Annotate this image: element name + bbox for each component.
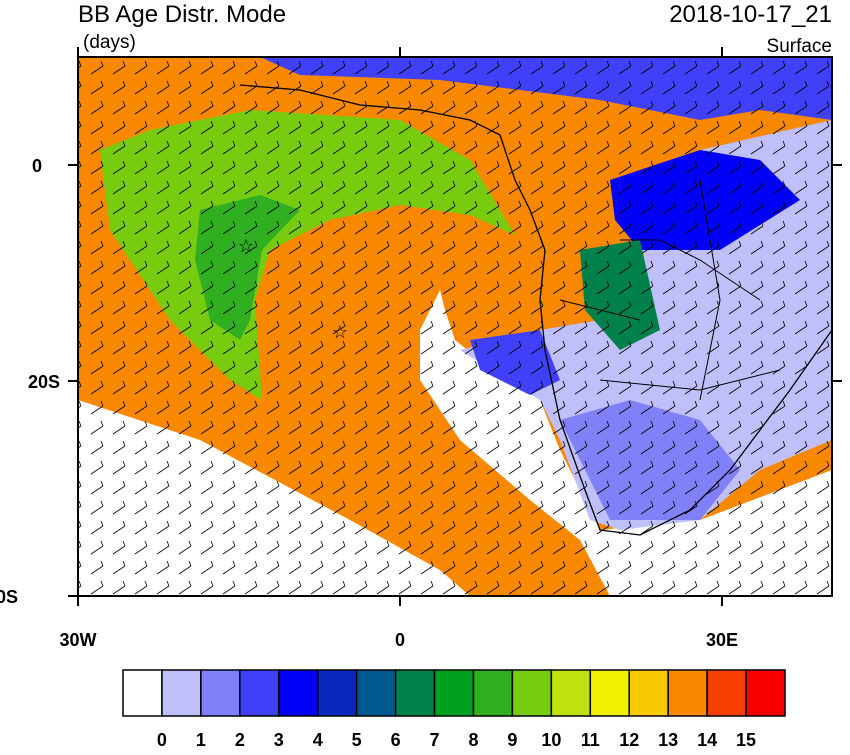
colorbar-box [745,669,786,717]
colorbar-box [239,669,280,717]
colorbar-label: 4 [313,730,323,750]
wind-barbs [78,57,832,596]
colorbar-label: 6 [391,730,401,750]
colorbar-box [316,669,358,717]
colorbar-label: 10 [541,730,561,750]
plot-frame [77,56,833,597]
x-tick-label: 30W [59,630,96,650]
map: ☆ ☆ [78,57,832,596]
colorbar-box [667,669,708,717]
star-marker: ☆ [238,236,254,256]
colorbar-box [394,669,436,717]
borders [559,179,781,401]
units: (days) [83,32,136,53]
colorbar-box [511,669,553,717]
colorbar-box [122,669,163,717]
colorbar-label: 11 [581,730,600,750]
colorbar-box [278,669,319,717]
coastline [239,84,832,536]
colorbar-box [161,669,202,717]
colorbar-box [433,669,475,717]
colorbar-box [200,669,241,717]
colorbar-label: 14 [697,730,717,750]
x-tick-label: 30E [706,630,738,650]
colorbar: 0 1 2 3 4 5 6 7 8 9 10 11 12 13 14 15 [122,669,786,750]
colorbar-label: 7 [430,730,440,750]
colorbar-label: 2 [235,730,245,750]
level: Surface [767,36,832,57]
colorbar-label: 12 [619,730,639,750]
colorbar-box [589,669,630,717]
colorbar-label: 13 [658,730,678,750]
colorbar-label: 8 [468,730,478,750]
colorbar-box [706,669,747,717]
colorbar-box [355,669,397,717]
y-tick-label: 40S [0,587,18,607]
colorbar-box [628,669,669,717]
x-tick-label: 0 [395,630,405,650]
colorbar-label: 5 [352,730,362,750]
colorbar-box [472,669,514,717]
colorbar-label: 0 [157,730,167,750]
colorbar-box [550,669,592,717]
colorbar-label: 1 [196,730,206,750]
time: 2018-10-17_21 [669,1,832,28]
colorbar-label: 9 [507,730,517,750]
colorbar-label: 15 [736,730,756,750]
y-tick-label: 20S [28,372,60,392]
y-tick-label: 0 [32,156,42,176]
axis-ticks [68,47,842,606]
colorbar-label: 3 [274,730,284,750]
star-marker: ☆ [332,322,348,342]
title: BB Age Distr. Mode [78,1,286,28]
